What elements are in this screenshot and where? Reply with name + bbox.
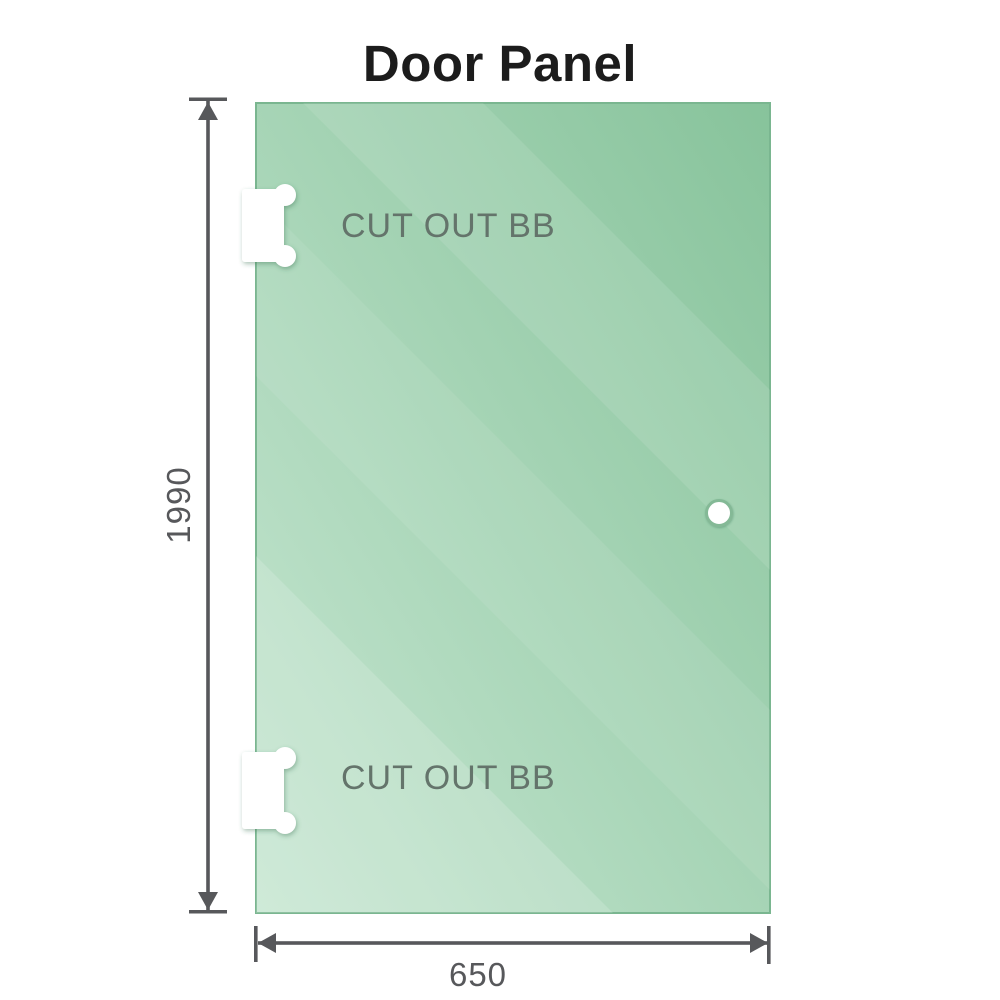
dimension-lines [189,97,771,964]
height-dim-top-tick [189,97,227,101]
hinge-cutout-bottom-lobe-upper [274,747,296,769]
hinge-cutout-bottom [242,747,296,834]
hinge-cutout-bottom-body [242,752,284,829]
hinge-cutout-top-lobe-upper [274,184,296,206]
width-dimension-line [258,941,768,945]
height-dim-arrow-up [198,102,218,120]
width-dim-right-tick [767,926,771,964]
hinge-cutout-bottom-lobe-lower [274,812,296,834]
handle-hole [705,499,733,527]
cutout-label-top: CUT OUT BB [341,207,556,245]
width-dim-left-tick [254,926,258,962]
width-dim-arrow-right [750,933,768,953]
hinge-cutout-top [242,184,296,267]
width-dim-arrow-left [258,933,276,953]
hinge-cutout-top-lobe-lower [274,245,296,267]
glass-reflection-stripe [303,103,770,570]
glass-reflections [256,103,770,913]
height-dimension-value: 1990 [160,466,197,544]
height-dimension-line [206,100,210,912]
glass-reflection-stripe [256,556,613,913]
hinge-cutout-top-body [242,189,284,262]
height-dim-arrow-down [198,892,218,910]
page-title: Door Panel [362,35,638,92]
width-dimension-value: 650 [448,956,508,993]
glass-reflection-stripe [256,196,770,890]
cutout-label-bottom: CUT OUT BB [341,759,556,797]
glass-panel [255,102,771,914]
